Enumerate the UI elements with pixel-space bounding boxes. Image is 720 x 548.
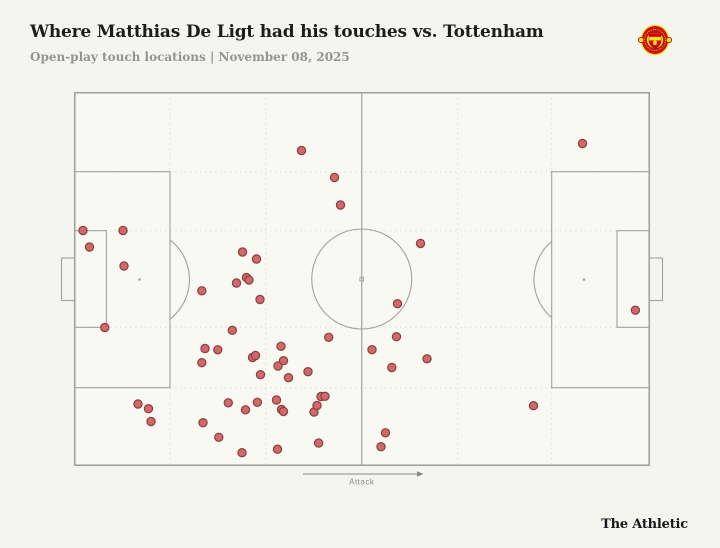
touch-dot xyxy=(255,370,266,380)
touch-dot xyxy=(223,398,233,408)
touch-dot xyxy=(231,278,242,288)
touch-dot xyxy=(329,172,340,183)
touch-dot xyxy=(244,275,254,285)
touch-dot xyxy=(237,448,247,458)
athletic-wordmark: The Athletic xyxy=(601,517,688,532)
touch-dot xyxy=(392,298,403,309)
touch-dot xyxy=(276,341,286,351)
touch-dot xyxy=(422,354,432,364)
touch-dot xyxy=(119,261,129,271)
attack-label: Attack xyxy=(349,478,375,487)
touch-dot xyxy=(313,438,324,448)
touch-dot xyxy=(278,356,289,366)
touch-map: Attack xyxy=(60,90,664,486)
touch-dot xyxy=(528,401,539,411)
touch-dot xyxy=(387,362,397,373)
touch-dot xyxy=(146,416,156,427)
touch-dot xyxy=(240,405,251,415)
touch-dot xyxy=(630,305,641,315)
touch-dot xyxy=(335,200,346,210)
touch-dot xyxy=(197,358,207,368)
touch-dot xyxy=(312,400,322,411)
touch-dot xyxy=(78,225,88,236)
touch-points xyxy=(78,138,641,458)
touch-dot xyxy=(255,294,265,305)
touch-dot xyxy=(84,242,95,252)
touch-dot xyxy=(198,418,208,428)
touch-dot xyxy=(227,325,237,335)
page-title: Where Matthias De Ligt had his touches v… xyxy=(30,22,544,42)
touch-dot xyxy=(320,391,330,401)
page-subtitle: Open-play touch locations | November 08,… xyxy=(30,50,350,64)
touch-dot xyxy=(415,238,426,249)
touch-dot xyxy=(213,345,223,355)
touch-dot xyxy=(283,373,294,383)
touch-dot xyxy=(100,322,110,333)
touch-dot xyxy=(380,428,391,438)
touch-dot xyxy=(118,225,128,236)
touch-dot xyxy=(143,404,154,414)
touch-dot xyxy=(214,432,224,442)
touch-dot xyxy=(278,406,289,417)
touch-dot xyxy=(273,361,283,371)
touch-dot xyxy=(367,345,377,355)
touch-dot xyxy=(391,331,402,342)
touch-dot xyxy=(250,350,261,361)
touch-dot xyxy=(303,367,313,377)
pitch-lines xyxy=(60,91,664,467)
touch-dot xyxy=(200,343,210,354)
touch-dot xyxy=(376,442,386,452)
touch-dot xyxy=(296,145,307,156)
manchester-united-crest-icon xyxy=(637,24,673,56)
attack-arrow xyxy=(303,471,424,477)
touch-dot xyxy=(133,399,143,409)
touch-dot xyxy=(577,138,588,149)
touch-dot xyxy=(272,444,283,454)
touch-dot xyxy=(323,332,334,342)
touch-dot xyxy=(197,286,207,296)
touch-dot xyxy=(252,397,263,407)
touch-dot xyxy=(237,247,248,257)
touch-dot xyxy=(251,254,262,264)
touch-dot xyxy=(271,395,282,405)
pitch-diagram: Attack xyxy=(60,91,664,487)
